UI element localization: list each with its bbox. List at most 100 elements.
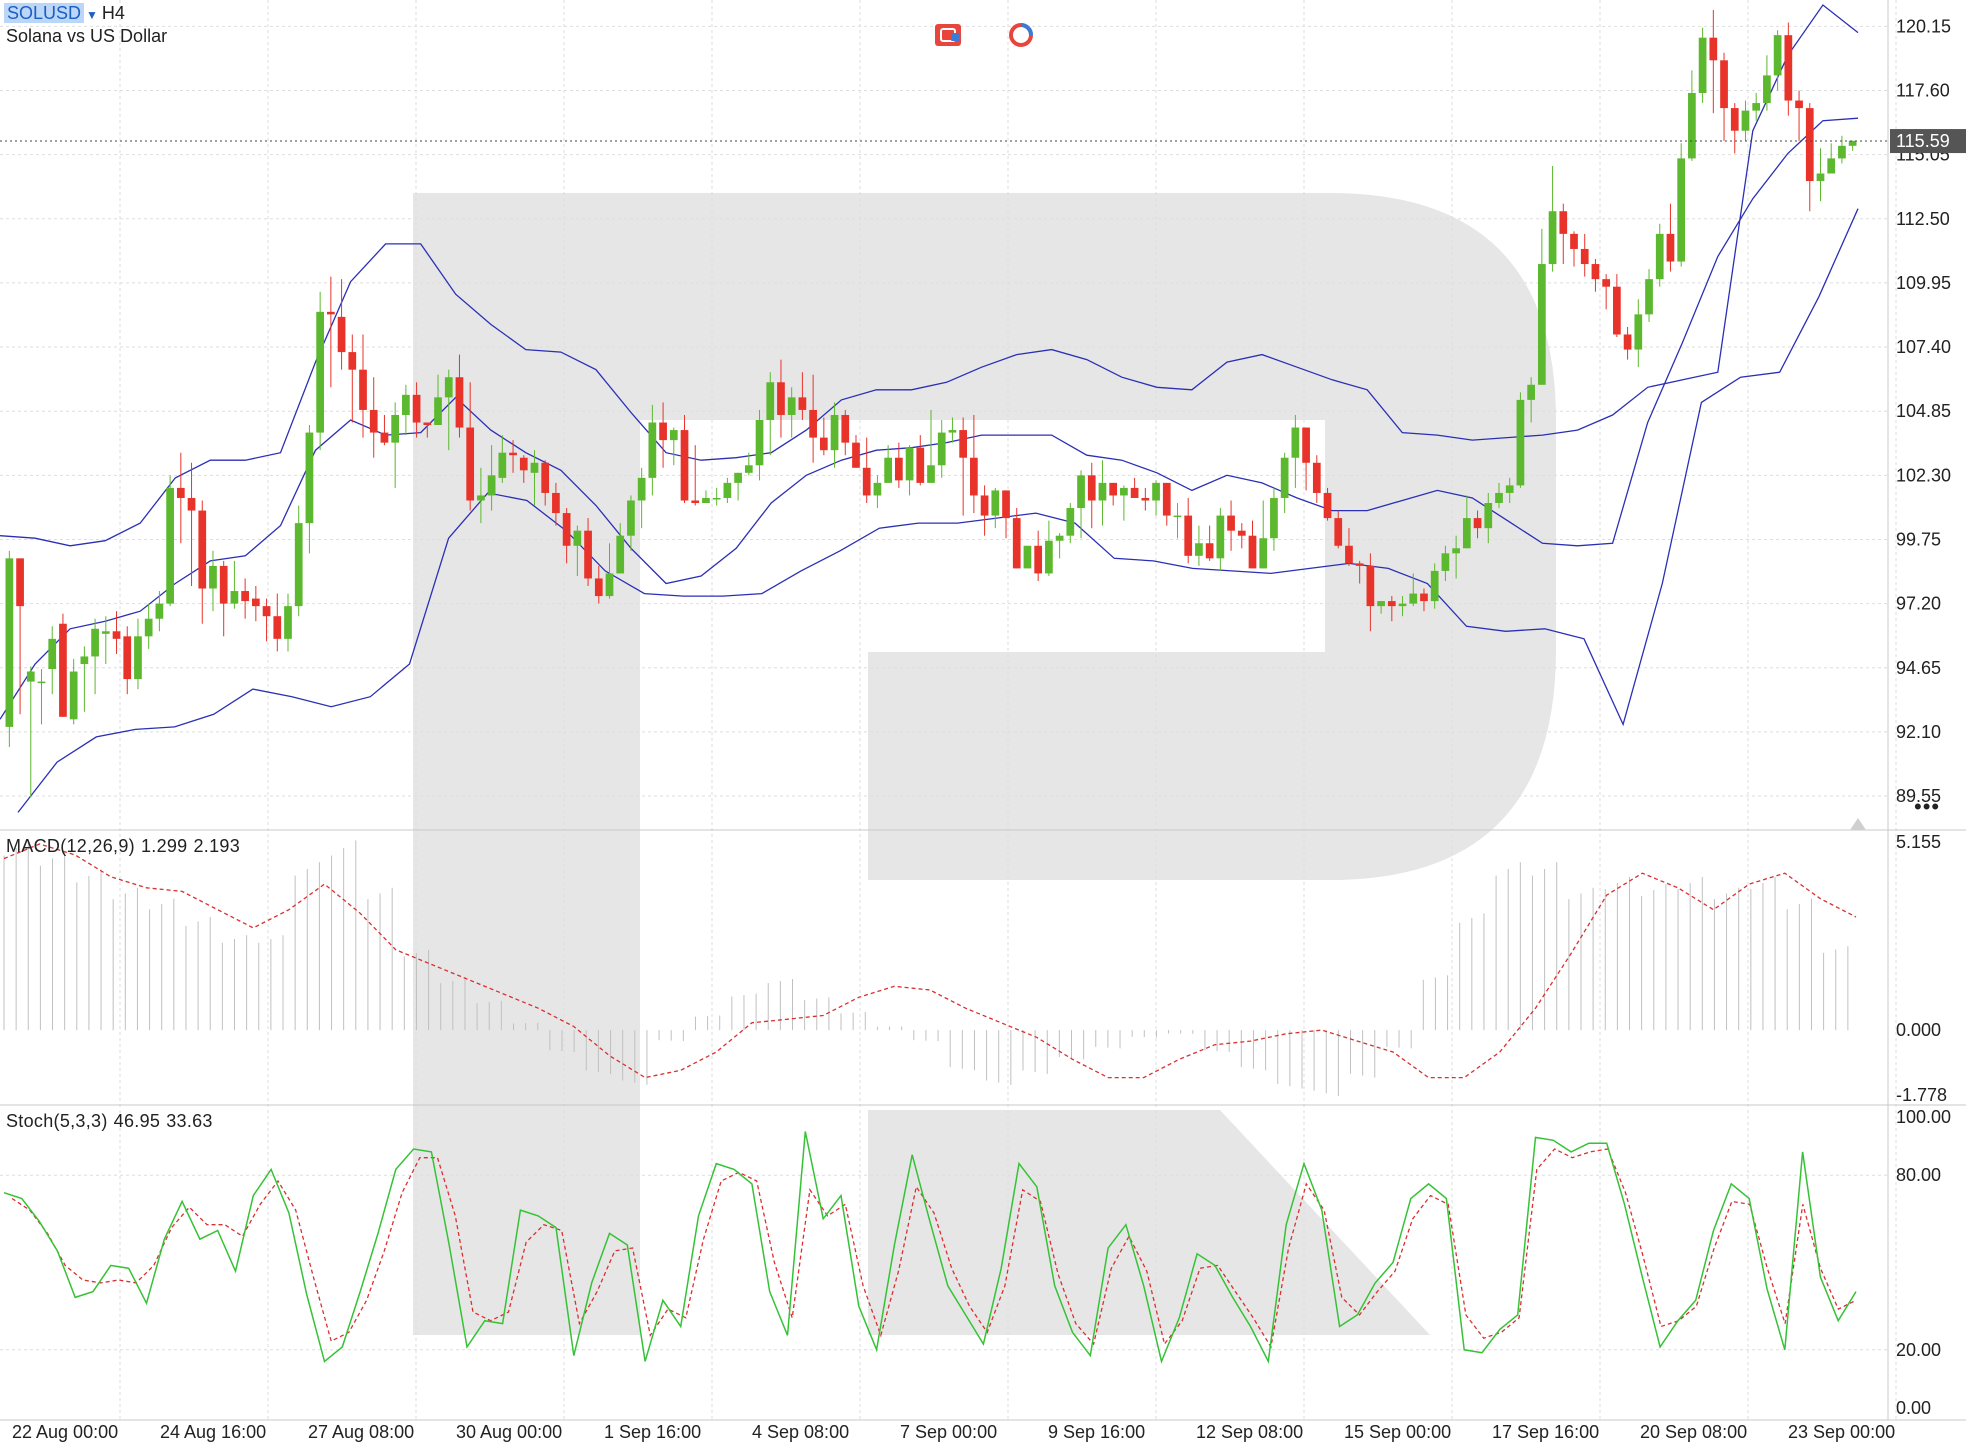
candle-body: [1023, 545, 1032, 569]
time-tick-label: 12 Sep 08:00: [1196, 1422, 1303, 1442]
candle-body: [1763, 75, 1771, 104]
candle-body: [477, 495, 485, 501]
calendar-flag-icon[interactable]: [933, 22, 963, 48]
candle-body: [1045, 540, 1053, 574]
candle-body: [176, 487, 185, 498]
candle-body: [155, 603, 164, 619]
candle-body: [916, 447, 925, 483]
candle-body: [1613, 286, 1621, 335]
time-tick-label: 23 Sep 00:00: [1788, 1422, 1895, 1442]
candle-body: [852, 442, 860, 468]
candle-body: [1377, 601, 1385, 607]
stoch-tick-label: 80.00: [1896, 1165, 1941, 1185]
axes: 120.15117.60115.05112.50109.95107.40104.…: [12, 16, 1966, 1442]
instrument-name: Solana vs US Dollar: [6, 26, 168, 46]
more-options-icon[interactable]: •••: [1914, 794, 1941, 819]
candle-body: [1473, 518, 1482, 529]
candle-body: [26, 671, 35, 682]
candle-body: [712, 497, 721, 500]
price-tick-label: 109.95: [1896, 273, 1951, 293]
candle-body: [1559, 211, 1568, 234]
candle-body: [1173, 515, 1182, 518]
candle-body: [1077, 475, 1085, 509]
candle-body: [209, 565, 217, 589]
candle-body: [1355, 563, 1364, 566]
candle-body: [1752, 103, 1761, 111]
candle-body: [809, 409, 817, 438]
candle-body: [659, 422, 667, 441]
price-tick-label: 89.55: [1896, 786, 1941, 806]
stoch-value-1: 46.95: [113, 1111, 161, 1131]
stoch-legend: Stoch(5,3,3) 46.95 33.63: [6, 1111, 219, 1132]
macd-signal-line: [3, 843, 1857, 1079]
candle-body: [744, 465, 753, 473]
candle-body: [1012, 518, 1021, 569]
candle-body: [1420, 593, 1428, 602]
candle-body: [1623, 334, 1632, 350]
candle-body: [1773, 35, 1782, 76]
candle-body: [369, 409, 378, 433]
candle-body: [1452, 548, 1460, 554]
candle-body: [112, 631, 121, 639]
symbol-ticker[interactable]: SOLUSD: [4, 3, 85, 23]
stoch-k-line: [3, 1131, 1857, 1364]
price-tick-label: 99.75: [1896, 529, 1941, 549]
candle-body: [412, 394, 421, 423]
candle-body: [1366, 565, 1375, 607]
candle-body: [1720, 60, 1728, 109]
candle-body: [1387, 601, 1396, 607]
candle-body: [948, 430, 957, 433]
chart-circle-icon[interactable]: [1006, 22, 1036, 48]
candle-body: [991, 490, 1000, 516]
macd-tick-label: -1.778: [1896, 1085, 1947, 1105]
candle-body: [584, 530, 592, 579]
candle-body: [1152, 482, 1160, 501]
candle-body: [562, 513, 571, 546]
candle-body: [1259, 538, 1268, 569]
time-tick-label: 27 Aug 08:00: [308, 1422, 414, 1442]
candle-body: [144, 618, 153, 637]
candle-body: [980, 495, 989, 516]
candle-body: [594, 578, 603, 597]
candle-body: [723, 482, 732, 498]
candle-body: [1162, 482, 1171, 516]
candle-body: [1216, 515, 1225, 559]
candle-body: [455, 377, 464, 428]
stoch-d-line: [11, 1148, 1857, 1349]
chevron-down-icon[interactable]: ▼: [86, 8, 98, 22]
candle-body: [187, 497, 196, 511]
price-tick-label: 120.15: [1896, 16, 1951, 36]
candle-body: [1034, 545, 1043, 574]
current-price-tag-bg: [1890, 129, 1966, 154]
candle-body: [198, 510, 207, 589]
candle-body: [777, 382, 785, 415]
macd-legend: MACD(12,26,9) 1.299 2.193: [6, 836, 246, 857]
candle-body: [1430, 570, 1439, 602]
candle-body: [1677, 158, 1686, 262]
price-tick-label: 112.50: [1896, 209, 1950, 229]
candle-body: [1580, 248, 1589, 265]
timeframe-label[interactable]: H4: [101, 3, 125, 23]
candle-body: [80, 656, 89, 664]
symbol-selector[interactable]: SOLUSD ▼ H4: [4, 2, 125, 26]
candle-body: [1280, 457, 1289, 498]
candle-body: [1334, 518, 1343, 546]
candle-body: [1634, 314, 1643, 350]
candle-body: [1066, 508, 1075, 536]
candle-body: [905, 447, 914, 481]
candle-body: [1827, 158, 1836, 174]
candle-body: [1816, 173, 1825, 182]
candle-body: [1441, 553, 1450, 571]
stoch-value-2: 33.63: [166, 1111, 213, 1131]
candle-body: [552, 492, 560, 514]
candle-body: [1141, 497, 1150, 501]
candle-body: [819, 437, 828, 451]
candle-body: [1666, 233, 1675, 262]
candle-body: [1270, 497, 1278, 539]
watermark-letter: [413, 193, 1556, 1335]
bollinger-lower-band: [17, 208, 1859, 813]
macd-name: MACD(12,26,9): [6, 836, 135, 856]
candle-body: [48, 638, 57, 670]
